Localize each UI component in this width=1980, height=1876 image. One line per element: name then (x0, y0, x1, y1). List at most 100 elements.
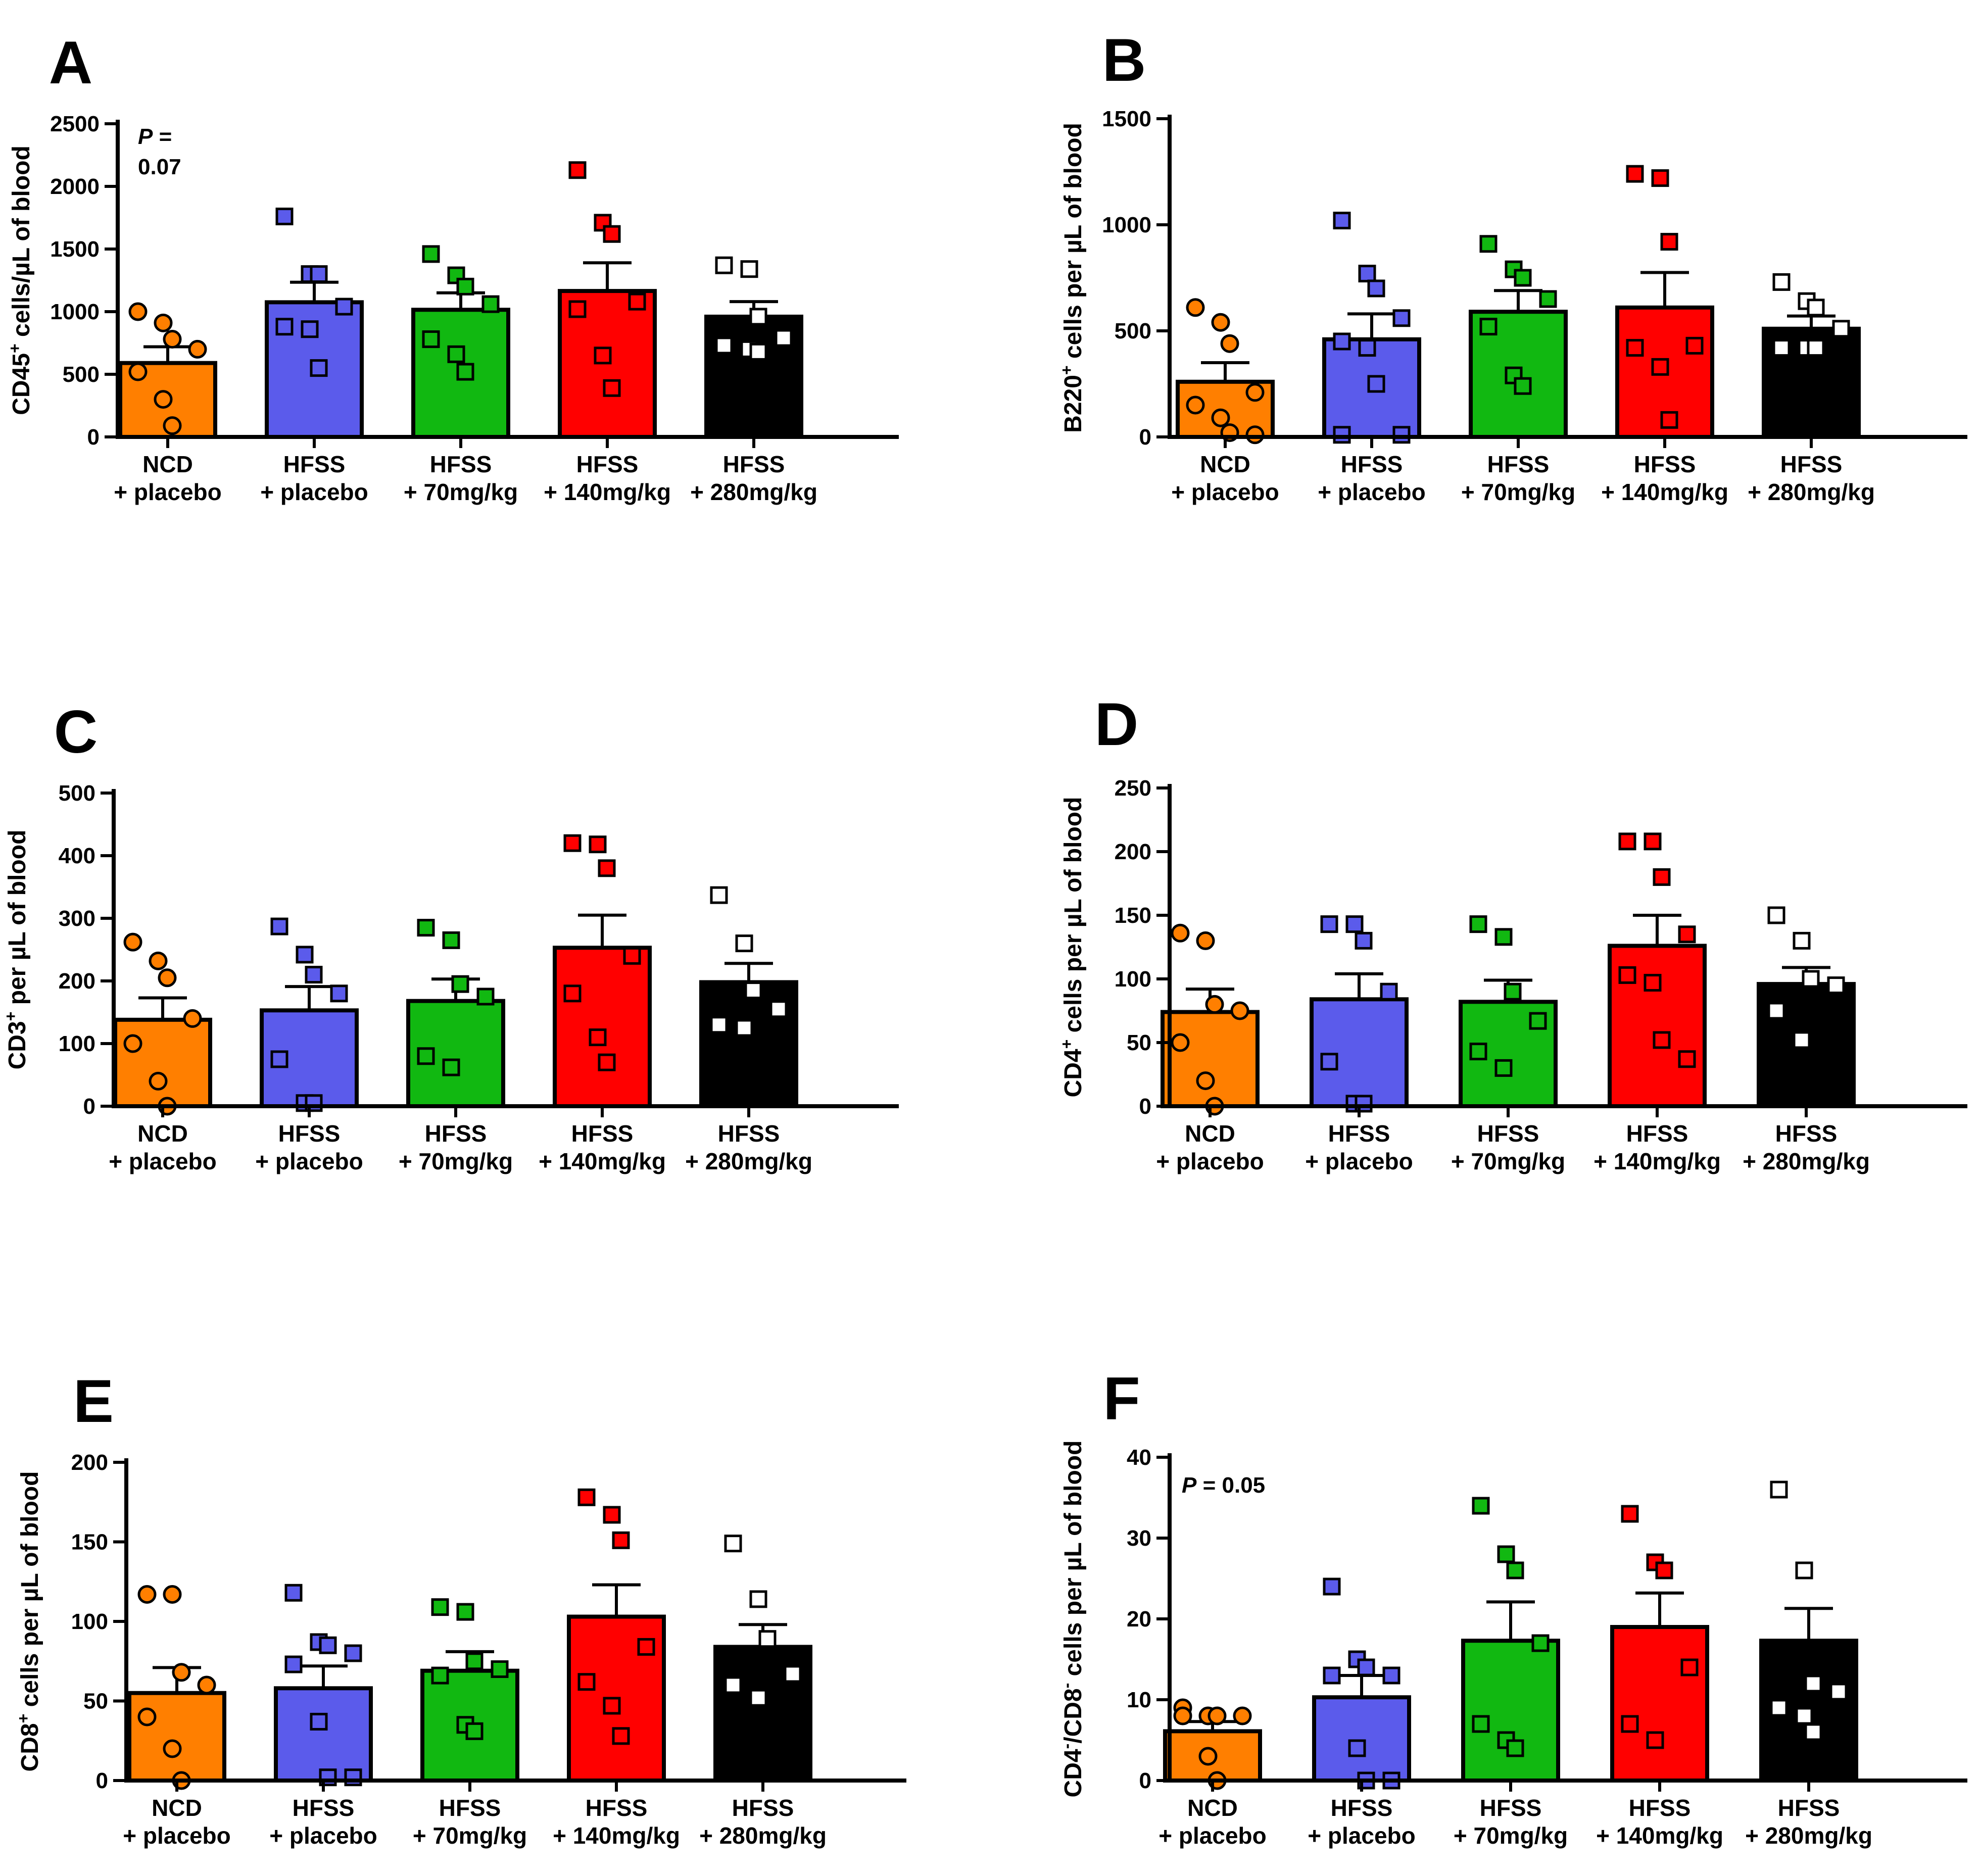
y-axis-label-part: /CD8 (1060, 1688, 1087, 1743)
data-point (1539, 290, 1557, 308)
data-point (589, 1028, 607, 1047)
bar (1312, 1695, 1411, 1783)
p-label: P (1182, 1473, 1197, 1498)
x-tick-label: + 70mg/kg (413, 1822, 527, 1849)
data-point (1832, 320, 1850, 338)
p-equals: = (1196, 1473, 1222, 1498)
y-tick-label: 0 (1139, 1094, 1151, 1119)
data-point (1333, 212, 1351, 230)
data-point (1380, 982, 1398, 1001)
x-tick-label: + 70mg/kg (1454, 1822, 1568, 1849)
data-point (1770, 1480, 1788, 1499)
data-point (296, 946, 314, 964)
y-tick-label: 20 (1127, 1607, 1151, 1632)
data-point (1479, 318, 1498, 336)
y-tick-label: 250 (1115, 776, 1151, 801)
data-point (1186, 298, 1205, 317)
y-axis-label-part: CD4 (1060, 1749, 1087, 1797)
data-point (1827, 976, 1845, 995)
x-tick-label: + 140mg/kg (539, 1148, 666, 1174)
data-point (710, 886, 728, 904)
data-point (1472, 1497, 1490, 1515)
data-point (1494, 1059, 1513, 1077)
data-point (154, 313, 173, 332)
x-tick-label: HFSS (1480, 1795, 1542, 1821)
data-point (1367, 279, 1385, 298)
x-tick-label: + placebo (1158, 1822, 1266, 1849)
data-point (1793, 1031, 1811, 1049)
data-point (1320, 915, 1338, 933)
x-tick-label: HFSS (1487, 451, 1550, 477)
data-point (1660, 233, 1678, 251)
y-tick-label: 0 (87, 425, 100, 450)
y-axis-label-part: cells/µL of blood (8, 145, 35, 343)
y-axis-label-superscript: + (6, 343, 24, 353)
data-point (1211, 408, 1230, 427)
data-point (335, 298, 353, 316)
data-point (637, 1638, 655, 1656)
y-tick-label: 10 (1127, 1688, 1151, 1712)
data-point (740, 260, 758, 278)
data-point (158, 968, 177, 988)
data-point (623, 947, 641, 965)
x-tick-label: HFSS (1328, 1120, 1390, 1147)
data-point (163, 330, 182, 349)
data-point (1618, 832, 1636, 851)
x-tick-label: HFSS (439, 1795, 501, 1821)
data-point (417, 919, 435, 937)
data-point (749, 342, 767, 361)
y-tick-label: 150 (1115, 903, 1151, 928)
p-value: 0.07 (138, 155, 181, 179)
data-point (1345, 915, 1364, 933)
data-point (137, 1585, 157, 1604)
data-point (275, 208, 294, 226)
y-axis-label-superscript: - (1057, 1744, 1076, 1749)
data-point (1678, 1050, 1696, 1068)
data-point (197, 1675, 216, 1695)
y-axis-label-part: CD45 (8, 353, 35, 415)
bar (274, 1686, 373, 1783)
data-point (735, 934, 753, 953)
x-tick-label: + 280mg/kg (1743, 1148, 1870, 1174)
data-point (1529, 1012, 1547, 1030)
data-point (284, 1584, 303, 1602)
data-point (172, 1663, 191, 1682)
data-point (603, 1697, 621, 1715)
data-point (603, 379, 621, 397)
y-tick-label: 0 (1139, 1768, 1151, 1793)
x-tick-label: HFSS (1477, 1120, 1539, 1147)
data-point (1320, 1053, 1338, 1071)
data-point (183, 1009, 202, 1028)
data-point (422, 245, 440, 263)
data-point (1621, 1505, 1639, 1523)
data-point (1531, 1634, 1550, 1652)
data-point (758, 1630, 777, 1648)
y-tick-label: 1500 (1102, 107, 1151, 131)
data-point (275, 318, 294, 336)
y-tick-label: 50 (1127, 1030, 1151, 1055)
y-tick-label: 150 (71, 1530, 108, 1555)
data-point (589, 835, 607, 854)
y-tick-label: 300 (59, 906, 95, 931)
x-tick-label: HFSS (723, 451, 785, 477)
data-point (710, 1016, 728, 1034)
data-point (1497, 1545, 1515, 1563)
data-point (603, 1506, 621, 1524)
y-tick-label: 200 (71, 1450, 108, 1475)
data-point (1245, 383, 1265, 402)
data-point (1205, 995, 1224, 1014)
data-point (417, 1047, 435, 1065)
x-tick-label: + placebo (1318, 479, 1425, 505)
data-point (577, 1488, 596, 1506)
x-tick-label: + placebo (260, 479, 368, 505)
data-point (1795, 1707, 1813, 1725)
data-point (1685, 336, 1704, 355)
data-point (724, 1535, 742, 1553)
x-tick-label: + placebo (109, 1148, 216, 1174)
data-point (1653, 1031, 1671, 1049)
data-point (305, 966, 323, 984)
data-point (1807, 339, 1825, 357)
data-point (1323, 1577, 1341, 1596)
y-axis-label: CD45+ cells/µL of blood (6, 145, 35, 415)
